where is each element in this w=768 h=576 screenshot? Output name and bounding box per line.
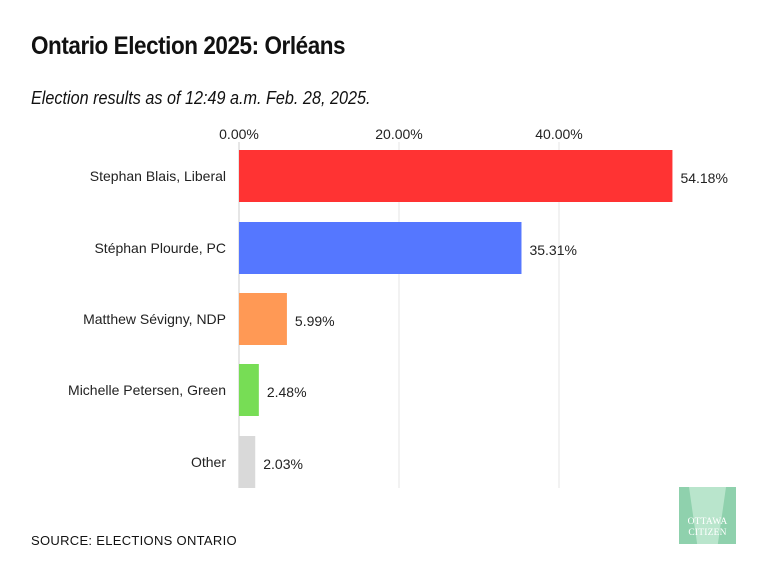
data-label: 2.48% xyxy=(267,384,307,400)
category-label: Stephan Blais, Liberal xyxy=(90,168,226,184)
category-label: Other xyxy=(191,454,226,470)
x-tick-label: 0.00% xyxy=(219,126,259,142)
data-label: 5.99% xyxy=(295,313,335,329)
source-note: SOURCE: ELECTIONS ONTARIO xyxy=(31,533,237,548)
bar xyxy=(239,150,673,202)
chart-title: Ontario Election 2025: Orléans xyxy=(31,32,346,60)
category-label: Matthew Sévigny, NDP xyxy=(83,311,226,327)
ottawa-citizen-logo: OTTAWA CITIZEN xyxy=(679,487,736,544)
bar xyxy=(239,364,259,416)
chart-subtitle: Election results as of 12:49 a.m. Feb. 2… xyxy=(31,88,371,108)
data-label: 35.31% xyxy=(529,242,576,258)
category-label: Stéphan Plourde, PC xyxy=(94,240,226,256)
bar xyxy=(239,436,256,488)
x-tick-label: 40.00% xyxy=(535,126,582,142)
category-label: Michelle Petersen, Green xyxy=(68,382,226,398)
bar xyxy=(239,293,287,345)
bar xyxy=(239,222,522,274)
x-tick-label: 20.00% xyxy=(375,126,422,142)
data-label: 2.03% xyxy=(263,456,303,472)
data-label: 54.18% xyxy=(680,170,727,186)
